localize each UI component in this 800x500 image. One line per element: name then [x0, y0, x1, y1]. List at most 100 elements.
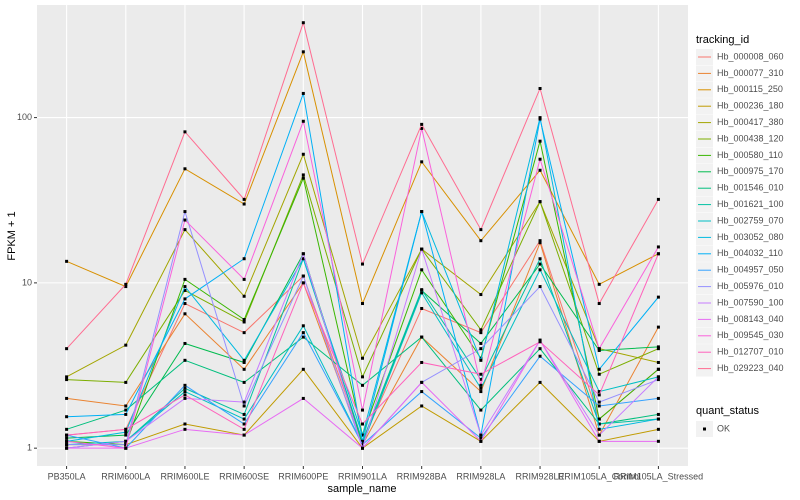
- point: [538, 340, 542, 344]
- point: [124, 380, 128, 384]
- point: [656, 396, 660, 400]
- point: [242, 367, 246, 371]
- point: [183, 277, 187, 281]
- x-tick-label: RRIM928LE: [516, 471, 565, 481]
- point: [301, 21, 305, 25]
- legend-label: Hb_000417_380: [717, 117, 784, 127]
- point: [361, 302, 364, 306]
- point: [124, 427, 128, 431]
- point: [538, 86, 542, 90]
- point: [361, 383, 364, 387]
- y-tick-label: 10: [22, 277, 32, 287]
- point: [65, 427, 69, 431]
- point: [656, 295, 660, 299]
- point: [242, 427, 246, 431]
- point: [242, 380, 246, 384]
- point: [479, 331, 483, 335]
- point: [538, 239, 542, 243]
- point: [538, 380, 542, 384]
- point: [597, 404, 601, 408]
- point: [301, 331, 305, 335]
- point: [656, 439, 660, 443]
- point: [420, 126, 424, 130]
- point: [656, 360, 660, 364]
- legend-label: Hb_005976_010: [717, 281, 784, 291]
- point: [479, 390, 483, 394]
- point: [420, 268, 424, 272]
- point: [538, 117, 542, 121]
- point: [242, 331, 246, 335]
- x-tick-label: RRIM600LA: [101, 471, 150, 481]
- point: [597, 367, 601, 371]
- point: [420, 335, 424, 339]
- point: [656, 375, 660, 379]
- point: [361, 446, 364, 450]
- point: [538, 200, 542, 204]
- point: [538, 262, 542, 266]
- point: [65, 347, 69, 351]
- point: [479, 358, 483, 362]
- point: [65, 433, 69, 437]
- point: [420, 380, 424, 384]
- point: [479, 328, 483, 332]
- point: [183, 285, 187, 289]
- point: [183, 393, 187, 397]
- point: [183, 358, 187, 362]
- point: [656, 252, 660, 256]
- point: [183, 288, 187, 292]
- point: [242, 197, 246, 201]
- legend-label: Hb_000008_060: [717, 51, 784, 61]
- point: [479, 239, 483, 243]
- point: [183, 218, 187, 222]
- point: [124, 404, 128, 408]
- point: [656, 325, 660, 329]
- point: [597, 427, 601, 431]
- legend-title: tracking_id: [696, 34, 749, 46]
- point: [656, 197, 660, 201]
- point: [597, 372, 601, 376]
- point: [242, 422, 246, 426]
- point: [597, 393, 601, 397]
- point: [242, 318, 246, 322]
- point: [361, 408, 364, 412]
- legend-label: Hb_000438_120: [717, 133, 784, 143]
- point: [301, 252, 305, 256]
- point: [183, 210, 187, 214]
- point: [301, 257, 305, 261]
- point: [183, 390, 187, 394]
- point: [183, 396, 187, 400]
- point: [301, 173, 305, 177]
- point: [597, 422, 601, 426]
- point: [242, 404, 246, 408]
- point: [124, 439, 128, 443]
- point: [538, 354, 542, 358]
- point: [65, 396, 69, 400]
- shape-legend-title: quant_status: [696, 405, 759, 417]
- point: [479, 386, 483, 390]
- point: [479, 228, 483, 232]
- point: [65, 443, 69, 447]
- point: [301, 274, 305, 278]
- point: [242, 257, 246, 261]
- point: [597, 348, 601, 352]
- legend-label: OK: [717, 423, 730, 433]
- point: [242, 412, 246, 416]
- legend-label: Hb_007590_100: [717, 297, 784, 307]
- point: [479, 372, 483, 376]
- point: [301, 335, 305, 339]
- point: [301, 324, 305, 328]
- y-axis-title: FPKM + 1: [6, 211, 18, 260]
- point: [183, 167, 187, 171]
- point: [420, 247, 424, 251]
- y-tick-label: 1: [27, 443, 32, 453]
- point: [301, 176, 305, 180]
- point: [597, 302, 601, 306]
- legend-label: Hb_003052_080: [717, 232, 784, 242]
- point: [479, 433, 483, 437]
- legend-label: Hb_012707_010: [717, 347, 784, 357]
- x-tick-label: RRIM105LA_Control: [558, 471, 641, 481]
- point: [301, 119, 305, 123]
- point: [65, 436, 69, 440]
- point: [361, 262, 364, 266]
- point: [242, 433, 246, 437]
